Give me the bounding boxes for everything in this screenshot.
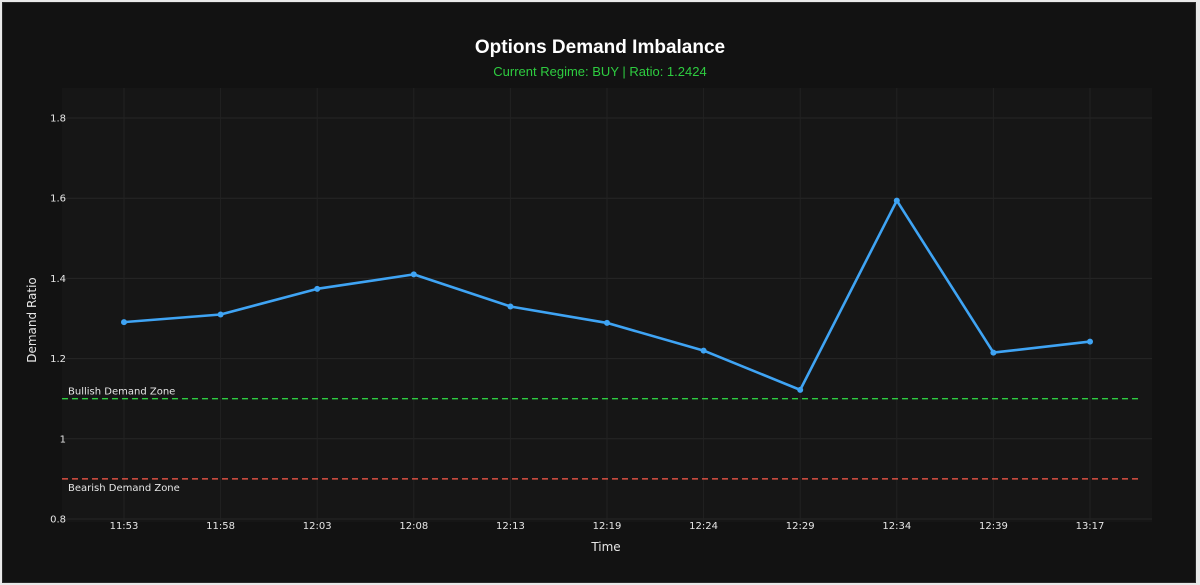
x-axis-title: Time bbox=[590, 540, 620, 554]
y-tick-label: 1.8 bbox=[50, 114, 66, 125]
data-point bbox=[990, 349, 997, 356]
x-tick-label: 12:08 bbox=[399, 521, 428, 532]
y-tick-label: 1 bbox=[60, 434, 66, 445]
data-point bbox=[797, 386, 804, 393]
x-tick-label: 11:58 bbox=[206, 521, 235, 532]
data-point bbox=[410, 271, 417, 278]
x-tick-label: 12:19 bbox=[593, 521, 622, 532]
reference-line-label: Bearish Demand Zone bbox=[68, 483, 180, 494]
y-tick-label: 1.2 bbox=[50, 354, 66, 365]
data-point bbox=[604, 319, 610, 326]
x-tick-label: 12:03 bbox=[303, 521, 332, 532]
series-group bbox=[121, 197, 1093, 393]
data-point bbox=[893, 197, 900, 204]
x-tick-label: 12:24 bbox=[689, 521, 718, 532]
x-tick-label: 13:17 bbox=[1076, 521, 1105, 532]
data-point bbox=[314, 285, 321, 292]
y-axis-ticks: 0.8 1 1.2 1.4 1.6 1.8 bbox=[50, 114, 66, 526]
y-tick-label: 1.6 bbox=[50, 194, 66, 205]
x-tick-label: 12:39 bbox=[979, 521, 1008, 532]
reference-line-label: Bullish Demand Zone bbox=[68, 387, 175, 398]
chart-title: Options Demand Imbalance bbox=[474, 37, 726, 58]
x-tick-label: 11:53 bbox=[110, 521, 139, 532]
x-tick-label: 12:29 bbox=[786, 521, 815, 532]
chart-subtitle: Current Regime: BUY | Ratio: 1.2424 bbox=[493, 64, 707, 79]
x-axis-ticks: 11:53 11:58 12:03 12:08 12:13 12:19 12:24 12:29… bbox=[110, 521, 1105, 532]
x-tick-label: 12:13 bbox=[496, 521, 525, 532]
grid-lines bbox=[62, 88, 1152, 522]
y-tick-label: 1.4 bbox=[50, 274, 66, 285]
data-point bbox=[700, 347, 707, 354]
data-point bbox=[1087, 338, 1093, 345]
data-point bbox=[121, 319, 127, 326]
data-point bbox=[507, 303, 514, 310]
x-tick-label: 12:34 bbox=[882, 521, 911, 532]
y-tick-label: 0.8 bbox=[50, 515, 66, 526]
reference-lines: Bullish Demand Zone Bearish Demand Zone bbox=[62, 387, 1142, 494]
y-axis-title: Demand Ratio bbox=[25, 277, 39, 363]
data-point bbox=[217, 311, 224, 318]
